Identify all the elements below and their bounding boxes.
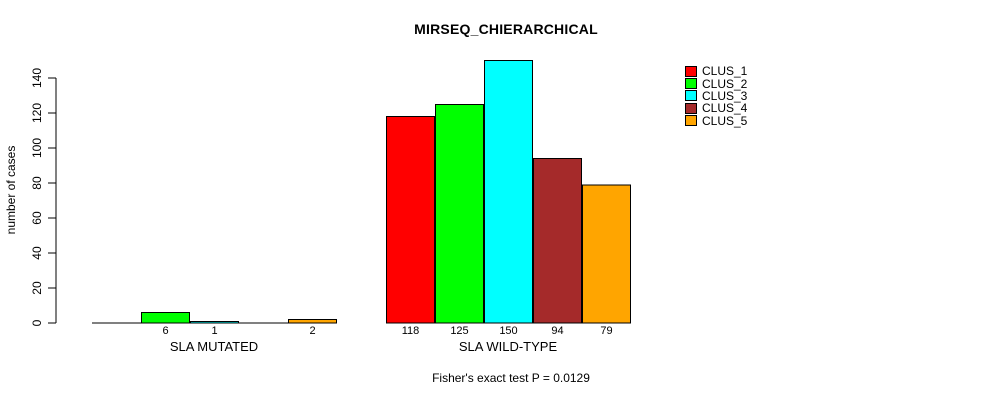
bar-value-label: 1 [211, 325, 217, 337]
bar-clus_5-group0 [288, 319, 337, 324]
legend: CLUS_1 CLUS_2 CLUS_3 CLUS_4 CLUS_5 [685, 65, 747, 127]
legend-color-swatch [685, 115, 697, 127]
legend-item: CLUS_1 [685, 65, 747, 77]
legend-item: CLUS_4 [685, 102, 747, 114]
legend-color-swatch [685, 102, 697, 114]
bar-clus_1-group1 [386, 116, 435, 324]
bar-clus_2-group0 [141, 312, 190, 324]
bar-value-label: 150 [499, 325, 517, 337]
legend-label: CLUS_5 [702, 113, 748, 128]
y-axis-label: number of cases [4, 145, 18, 235]
legend-label: CLUS_2 [702, 76, 748, 91]
chart-title: MIRSEQ_CHIERARCHICAL [414, 21, 598, 37]
bar-value-label: 6 [162, 325, 168, 337]
legend-item: CLUS_2 [685, 76, 748, 91]
y-axis-tick-label: 40 [30, 246, 44, 260]
bar-value-label: 125 [450, 325, 468, 337]
fisher-test-annotation: Fisher's exact test P = 0.0129 [432, 371, 590, 385]
y-axis-tick-label: 100 [30, 138, 44, 158]
y-axis-tick-label: 20 [30, 281, 44, 295]
y-axis-tick-label: 120 [30, 103, 44, 123]
bar-value-label: 79 [600, 325, 612, 337]
legend-color-swatch [685, 90, 697, 102]
bar-value-label: 94 [551, 325, 563, 337]
legend-color-swatch [685, 65, 697, 77]
legend-label: CLUS_3 [702, 88, 748, 103]
bar-value-label: 2 [309, 325, 315, 337]
bar-value-label: 118 [402, 325, 420, 337]
legend-color-swatch [685, 78, 697, 90]
y-axis-tick-label: 140 [30, 68, 44, 88]
legend-label: CLUS_1 [702, 64, 748, 79]
x-group-label-sla-wild-type: SLA WILD-TYPE [458, 339, 558, 354]
x-group-label-sla-mutated: SLA MUTATED [169, 339, 259, 354]
y-axis-tick-label: 80 [30, 176, 44, 190]
legend-label: CLUS_4 [702, 101, 748, 116]
y-axis-tick-label: 60 [30, 211, 44, 225]
y-axis-tick-label: 0 [30, 319, 44, 326]
bar-clus_5-group1 [582, 184, 631, 324]
legend-item: CLUS_3 [685, 90, 747, 102]
legend-item: CLUS_5 [685, 115, 747, 127]
bar-clus_2-group1 [435, 103, 484, 324]
bar-clus_3-group0 [190, 320, 239, 324]
bar-clus_3-group1 [484, 60, 533, 324]
bar-clus_4-group1 [533, 158, 582, 324]
